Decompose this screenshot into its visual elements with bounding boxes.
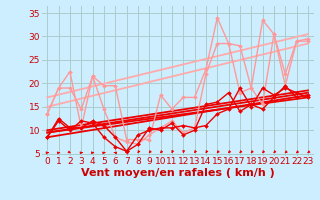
X-axis label: Vent moyen/en rafales ( km/h ): Vent moyen/en rafales ( km/h ) xyxy=(81,168,275,178)
